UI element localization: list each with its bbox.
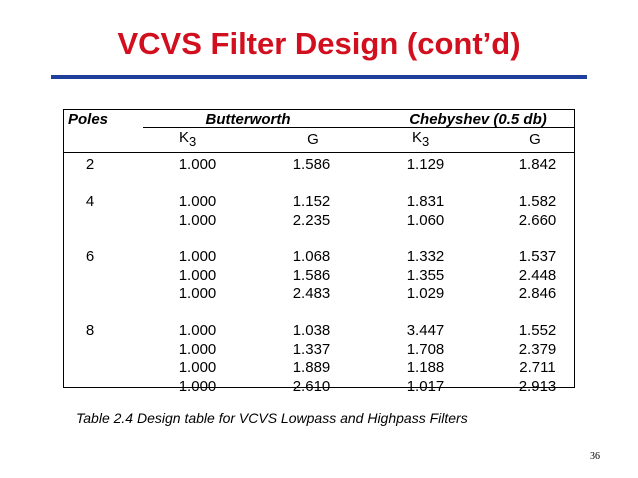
page-number: 36 xyxy=(590,451,600,462)
bw-k3-value: 1.000 xyxy=(178,212,217,229)
title-underline xyxy=(51,75,587,79)
poles-value: 6 xyxy=(85,248,95,265)
k-symbol: K xyxy=(179,129,190,146)
bw-k3-value: 1.000 xyxy=(178,248,217,265)
bw-k3-value: 1.000 xyxy=(178,193,217,210)
ch-k3-value: 3.447 xyxy=(406,322,445,339)
ch-k3-value: 1.129 xyxy=(406,156,445,173)
ch-k3-value: 1.029 xyxy=(406,285,445,302)
table-caption: Table 2.4 Design table for VCVS Lowpass … xyxy=(76,410,468,426)
poles-header: Poles xyxy=(68,111,109,128)
k3-column-header: K3 xyxy=(179,129,196,151)
ch-k3-value: 1.188 xyxy=(406,359,445,376)
butterworth-g-header: G xyxy=(307,131,319,148)
ch-k3-value: 1.060 xyxy=(406,212,445,229)
ch-g-value: 1.842 xyxy=(518,156,557,173)
bw-k3-value: 1.000 xyxy=(178,156,217,173)
bw-g-value: 2.610 xyxy=(292,378,331,395)
bw-g-value: 1.068 xyxy=(292,248,331,265)
bw-k3-value: 1.000 xyxy=(178,378,217,395)
k3-column-header: K3 xyxy=(412,129,429,151)
ch-g-value: 2.913 xyxy=(518,378,557,395)
bw-g-value: 1.889 xyxy=(292,359,331,376)
slide-title: VCVS Filter Design (cont’d) xyxy=(117,26,521,61)
bw-g-value: 1.038 xyxy=(292,322,331,339)
k-symbol: K xyxy=(412,129,423,146)
ch-k3-value: 1.355 xyxy=(406,267,445,284)
bw-k3-value: 1.000 xyxy=(178,359,217,376)
bw-g-value: 1.337 xyxy=(292,341,331,358)
ch-g-value: 1.582 xyxy=(518,193,557,210)
ch-k3-value: 1.831 xyxy=(406,193,445,210)
design-table xyxy=(63,109,575,388)
column-header-divider xyxy=(63,152,575,153)
poles-value: 8 xyxy=(85,322,95,339)
bw-g-value: 1.152 xyxy=(292,193,331,210)
bw-k3-value: 1.000 xyxy=(178,322,217,339)
ch-k3-value: 1.332 xyxy=(406,248,445,265)
chebyshev-header: Chebyshev (0.5 db) xyxy=(409,111,547,128)
ch-g-value: 2.846 xyxy=(518,285,557,302)
k-subscript: 3 xyxy=(422,134,430,149)
k-subscript: 3 xyxy=(189,134,197,149)
ch-g-value: 2.660 xyxy=(518,212,557,229)
group-header-divider xyxy=(143,127,575,128)
poles-value: 4 xyxy=(85,193,95,210)
ch-g-value: 2.448 xyxy=(518,267,557,284)
ch-g-value: 2.379 xyxy=(518,341,557,358)
ch-g-value: 1.537 xyxy=(518,248,557,265)
poles-value: 2 xyxy=(85,156,95,173)
ch-g-value: 1.552 xyxy=(518,322,557,339)
bw-k3-value: 1.000 xyxy=(178,341,217,358)
bw-g-value: 1.586 xyxy=(292,156,331,173)
ch-k3-value: 1.017 xyxy=(406,378,445,395)
bw-g-value: 2.483 xyxy=(292,285,331,302)
bw-k3-value: 1.000 xyxy=(178,285,217,302)
butterworth-header: Butterworth xyxy=(205,111,291,128)
bw-g-value: 1.586 xyxy=(292,267,331,284)
bw-g-value: 2.235 xyxy=(292,212,331,229)
chebyshev-g-header: G xyxy=(529,131,541,148)
bw-k3-value: 1.000 xyxy=(178,267,217,284)
ch-g-value: 2.711 xyxy=(519,359,556,376)
ch-k3-value: 1.708 xyxy=(406,341,445,358)
